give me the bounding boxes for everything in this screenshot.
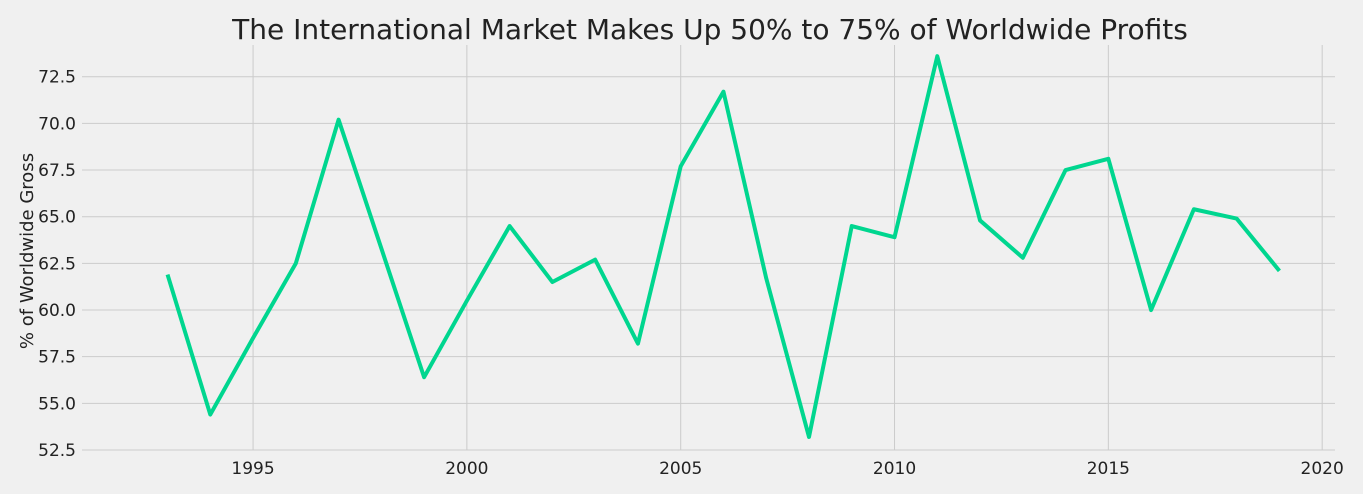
y-tick-label: 57.5 xyxy=(38,348,76,368)
x-tick-label: 2020 xyxy=(1301,459,1344,479)
y-tick-label: 60.0 xyxy=(38,301,76,321)
x-tick-label: 2015 xyxy=(1087,459,1130,479)
y-tick-label: 55.0 xyxy=(38,394,76,414)
x-tick-label: 2010 xyxy=(873,459,916,479)
y-tick-label: 67.5 xyxy=(38,161,76,181)
series-layer xyxy=(165,54,1281,439)
y-tick-label: 72.5 xyxy=(38,68,76,88)
y-tick-label: 62.5 xyxy=(38,254,76,274)
y-axis-label: % of Worldwide Gross xyxy=(17,153,38,349)
y-axis-ticks: 52.5 55.0 57.5 60.0 62.5 65.0 67.5 70.0 72.5 xyxy=(38,68,76,461)
x-tick-label: 2000 xyxy=(445,459,488,479)
y-tick-label: 65.0 xyxy=(38,208,76,228)
grid-lines xyxy=(82,45,1335,451)
y-tick-label: 70.0 xyxy=(38,114,76,134)
y-tick-label: 52.5 xyxy=(38,441,76,461)
x-tick-label: 1995 xyxy=(231,459,274,479)
x-tick-label: 2005 xyxy=(659,459,702,479)
chart-title: The International Market Makes Up 50% to… xyxy=(231,13,1188,46)
x-axis-ticks: 1995 2000 2005 2010 2015 2020 xyxy=(231,459,1343,479)
